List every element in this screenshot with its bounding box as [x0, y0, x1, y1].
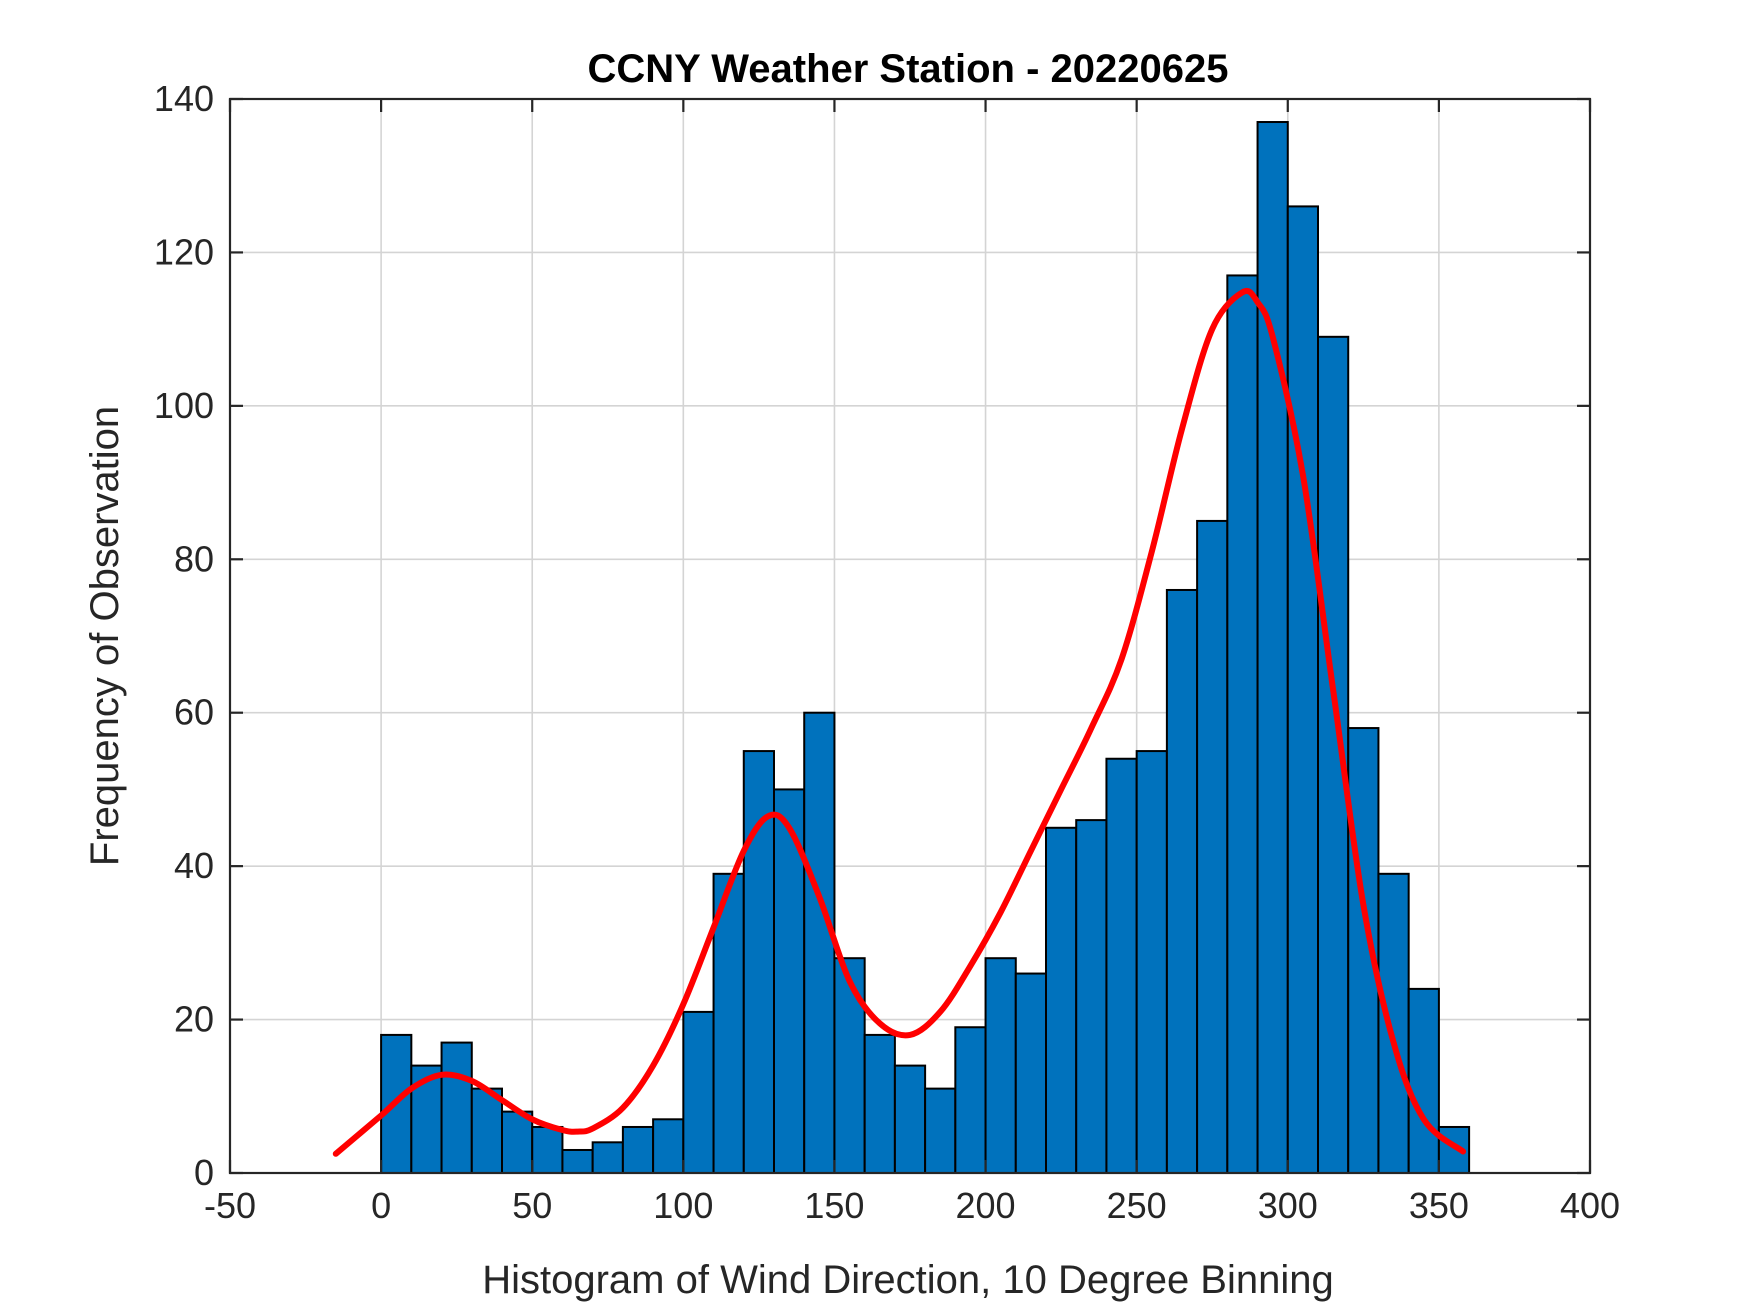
x-tick-label: 400 [1560, 1185, 1620, 1226]
histogram-bars [380, 121, 1471, 1175]
histogram-bar [1045, 826, 1078, 1174]
histogram-bar [833, 957, 866, 1175]
x-axis-label: Histogram of Wind Direction, 10 Degree B… [482, 1258, 1334, 1302]
x-tick-label: 100 [653, 1185, 713, 1226]
histogram-bar [1135, 750, 1168, 1174]
histogram-bar [803, 711, 836, 1174]
histogram-bar [893, 1064, 927, 1174]
histogram-bar [1407, 987, 1440, 1175]
y-tick-label: 20 [174, 999, 214, 1040]
fit-curve [332, 287, 1467, 1157]
histogram-bar [621, 1125, 655, 1175]
histogram-bar [712, 872, 745, 1174]
histogram-bar [531, 1125, 564, 1175]
chart-title: CCNY Weather Station - 20220625 [588, 47, 1229, 91]
histogram-bar [652, 1118, 685, 1175]
histogram-bar [1256, 121, 1289, 1174]
histogram-bar [682, 1010, 715, 1175]
histogram-bar [1165, 588, 1199, 1174]
histogram-bar [1226, 274, 1259, 1174]
x-tick-label: 50 [512, 1185, 552, 1226]
histogram-bar [863, 1033, 896, 1175]
y-axis-label: Frequency of Observation [83, 406, 127, 866]
histogram-bar [440, 1041, 473, 1174]
x-tick-label: -50 [204, 1185, 256, 1226]
histogram-bar [1377, 872, 1410, 1174]
histogram-bar [1196, 519, 1229, 1174]
y-tick-label: 80 [174, 538, 214, 579]
histogram-bar [1286, 205, 1320, 1174]
y-tick-label: 40 [174, 845, 214, 886]
histogram-bar [924, 1087, 957, 1174]
y-tick-label: 140 [154, 78, 214, 119]
fit-curve-line [332, 287, 1467, 1157]
y-tick-label: 120 [154, 231, 214, 272]
x-tick-label: 350 [1409, 1185, 1469, 1226]
histogram-bar [561, 1148, 594, 1175]
histogram-bar [984, 957, 1017, 1175]
histogram-bar [1105, 757, 1138, 1174]
histogram-bar [470, 1087, 503, 1174]
histogram-bar [954, 1026, 987, 1174]
x-tick-label: 250 [1107, 1185, 1167, 1226]
histogram-bar [1014, 972, 1047, 1174]
x-tick-label: 200 [956, 1185, 1016, 1226]
histogram-bar [591, 1141, 624, 1175]
histogram-bar [1075, 819, 1108, 1174]
y-tick-label: 60 [174, 692, 214, 733]
y-tick-label: 0 [194, 1152, 214, 1193]
histogram-bar [501, 1110, 534, 1174]
x-tick-label: 0 [371, 1185, 391, 1226]
x-tick-label: 150 [804, 1185, 864, 1226]
axis-ticks: -50 0 50 100 150 200 250 300 350 4000204060801001… [154, 78, 1620, 1226]
x-tick-label: 300 [1258, 1185, 1318, 1226]
axes-box [228, 97, 1592, 1175]
y-tick-label: 100 [154, 385, 214, 426]
